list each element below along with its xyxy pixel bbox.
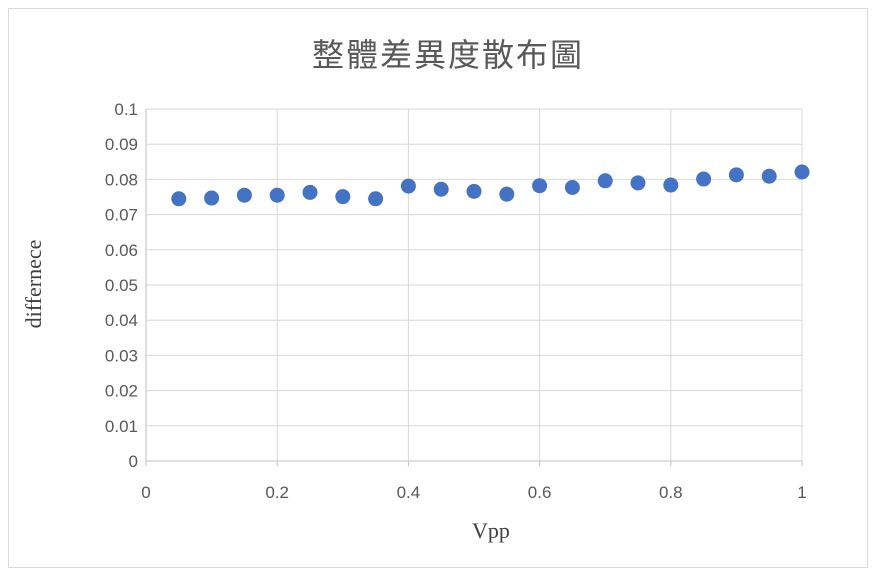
data-point [236, 187, 252, 203]
y-tick-label: 0.05 [105, 276, 138, 295]
data-point [335, 189, 351, 205]
y-tick-label: 0.01 [105, 417, 138, 436]
data-point [597, 173, 613, 189]
gridlines [145, 108, 803, 466]
y-tick-label: 0.09 [105, 135, 138, 154]
y-tick-label: 0.06 [105, 241, 138, 260]
data-point [696, 171, 712, 187]
y-tick-label: 0.02 [105, 382, 138, 401]
data-point [663, 177, 679, 193]
y-tick-label: 0.07 [105, 206, 138, 225]
data-point [368, 191, 384, 207]
x-axis-title: Vpp [472, 518, 510, 543]
data-point [761, 168, 777, 184]
x-tick-label: 0.2 [265, 483, 289, 502]
data-point [532, 178, 548, 194]
data-point [728, 167, 744, 183]
x-tick-label: 0.8 [659, 483, 683, 502]
x-tick-label: 0 [141, 483, 150, 502]
y-axis-title: differnece [21, 240, 46, 329]
data-points [171, 164, 810, 207]
y-tick-label: 0.08 [105, 170, 138, 189]
data-point [564, 179, 580, 195]
data-point [400, 178, 416, 194]
y-tick-label: 0.1 [114, 100, 138, 119]
data-point [171, 191, 187, 207]
data-point [433, 181, 449, 197]
x-tick-label: 1 [797, 483, 806, 502]
data-point [269, 187, 285, 203]
y-axis-ticks: 0 0.01 0.02 0.03 0.04 0.05 0.06 0.07 0.08 0.09 0.1 [105, 100, 138, 471]
chart-title: 整體差異度散布圖 [312, 36, 584, 74]
y-tick-label: 0 [129, 452, 138, 471]
y-tick-label: 0.03 [105, 346, 138, 365]
y-tick-label: 0.04 [105, 311, 138, 330]
x-axis-ticks: 0 0.2 0.4 0.6 0.8 1 [141, 483, 806, 502]
data-point [302, 184, 318, 200]
chart-area [8, 8, 868, 568]
data-point [630, 175, 646, 191]
data-point [499, 186, 515, 202]
data-point [204, 190, 220, 206]
x-tick-label: 0.4 [397, 483, 421, 502]
data-point [466, 183, 482, 199]
data-point [794, 164, 810, 180]
x-tick-label: 0.6 [528, 483, 552, 502]
